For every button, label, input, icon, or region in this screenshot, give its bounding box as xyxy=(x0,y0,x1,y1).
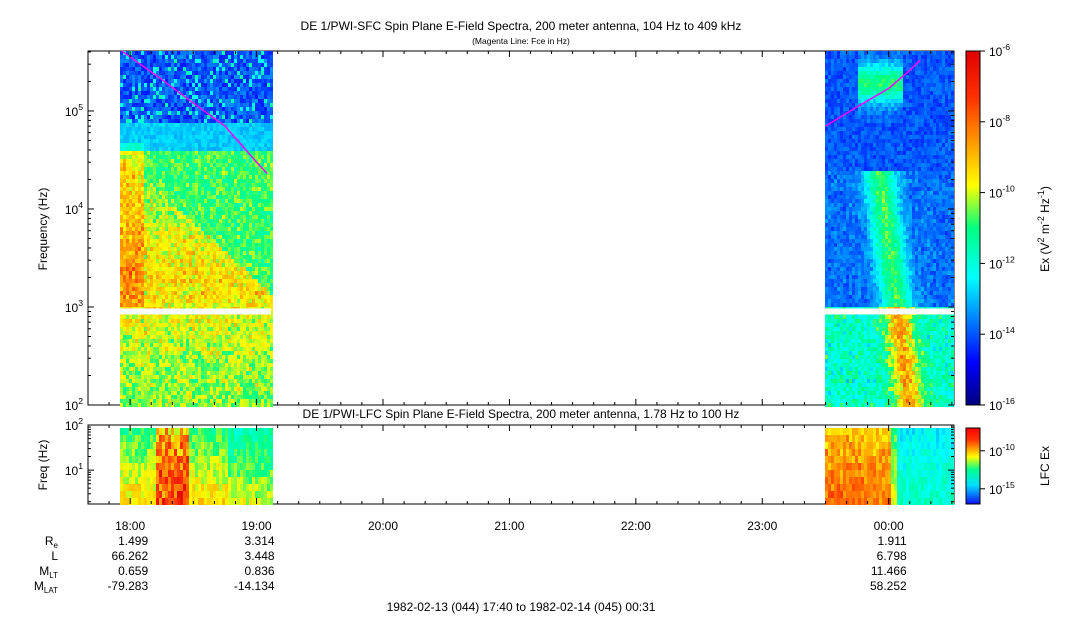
sfc-y-axis: 102 103 104 105 xyxy=(65,51,954,413)
x-tick-label: 23:00 xyxy=(747,519,777,533)
top-panel-subtitle: (Magenta Line: Fce in Hz) xyxy=(472,36,570,46)
sfc-y-tick-label: 104 xyxy=(65,200,83,217)
sfc-colorbar-ticks: 10-6 10-8 10-10 10-12 10-14 10-16 xyxy=(980,42,1015,413)
time-axis: 18:00 19:00 20:00 21:00 22:00 23:00 00:00 xyxy=(87,51,953,533)
sfc-data-layer xyxy=(120,51,954,407)
sfc-colorbar-label: Ex (V2 m-2 Hz-1) xyxy=(1036,186,1052,272)
fce-overlay-line xyxy=(121,50,921,175)
ephemeris-value: 6.798 xyxy=(877,549,907,563)
lfc-data-layer xyxy=(120,428,954,505)
ephemeris-table: Re 1.499 3.314 1.911 L 66.262 3.448 6.798 MLT 0.6… xyxy=(34,534,907,595)
ephemeris-value: 0.659 xyxy=(118,564,148,578)
ephemeris-value: 0.836 xyxy=(245,564,275,578)
sfc-spectrogram-panel: 102 103 104 105 Frequency (Hz) xyxy=(36,50,955,413)
sfc-colorbar-tick-label: 10-8 xyxy=(989,113,1010,130)
sfc-y-tick-label: 102 xyxy=(65,396,83,413)
sfc-colorbar-tick-label: 10-6 xyxy=(989,42,1010,59)
top-panel-title: DE 1/PWI-SFC Spin Plane E-Field Spectra,… xyxy=(301,19,742,33)
sfc-colorbar-scale xyxy=(965,50,981,406)
ephemeris-value: 11.466 xyxy=(871,564,907,578)
ephemeris-value: -79.283 xyxy=(107,579,148,593)
ephemeris-value: 3.314 xyxy=(245,534,275,548)
sfc-colorbar-tick-label: 10-12 xyxy=(989,254,1015,271)
lfc-y-tick-label: 101 xyxy=(65,461,83,478)
bottom-panel-title: DE 1/PWI-LFC Spin Plane E-Field Spectra,… xyxy=(303,407,740,421)
sfc-colorbar-tick-label: 10-16 xyxy=(989,396,1015,413)
x-tick-label: 22:00 xyxy=(621,519,651,533)
ephemeris-value: 1.499 xyxy=(118,534,148,548)
x-tick-label: 21:00 xyxy=(494,519,524,533)
x-tick-label: 20:00 xyxy=(368,519,398,533)
ephemeris-row-label: L xyxy=(51,549,58,563)
sfc-colorbar-tick-label: 10-14 xyxy=(989,325,1015,342)
lfc-colorbar-label: LFC Ex xyxy=(1038,446,1052,486)
lfc-y-axis: 101 102 xyxy=(65,416,954,503)
ephemeris-value: 66.262 xyxy=(111,549,148,563)
lfc-colorbar-scale xyxy=(965,427,981,505)
ephemeris-value: 58.252 xyxy=(870,579,907,593)
lfc-colorbar: 10-10 10-15 LFC Ex xyxy=(965,427,1052,505)
band-gap xyxy=(120,308,271,315)
lfc-y-axis-label: Freq (Hz) xyxy=(36,440,50,491)
lfc-colorbar-tick-label: 10-15 xyxy=(989,480,1015,497)
fce-line-segment-1 xyxy=(121,50,268,175)
lfc-colorbar-tick-label: 10-10 xyxy=(989,442,1015,459)
lfc-spectrogram-panel: 101 102 Freq (Hz) xyxy=(36,416,955,505)
sfc-colorbar-tick-label: 10-10 xyxy=(989,184,1015,201)
x-tick-label: 19:00 xyxy=(242,519,272,533)
sfc-y-tick-label: 105 xyxy=(65,102,83,119)
x-tick-label: 18:00 xyxy=(115,519,145,533)
lfc-y-tick-label: 102 xyxy=(65,416,83,433)
ephemeris-value: 1.911 xyxy=(878,534,907,548)
band-gap xyxy=(825,308,954,315)
lfc-colorbar-ticks: 10-10 10-15 xyxy=(980,442,1015,497)
fce-line-segment-2 xyxy=(825,59,921,127)
ephemeris-value: 3.448 xyxy=(245,549,275,563)
ephemeris-row-label: MLT xyxy=(39,564,58,580)
ephemeris-row-label: Re xyxy=(45,534,59,550)
x-tick-label: 00:00 xyxy=(874,519,904,533)
sfc-y-axis-label: Frequency (Hz) xyxy=(36,188,50,271)
ephemeris-value: -14.134 xyxy=(234,579,275,593)
ephemeris-row-label: MLAT xyxy=(34,579,58,595)
sfc-colorbar: 10-6 10-8 10-10 10-12 10-14 10-16 Ex (V2 m-2 … xyxy=(965,42,1052,413)
sfc-y-tick-label: 103 xyxy=(65,298,83,315)
time-range-label: 1982-02-13 (044) 17:40 to 1982-02-14 (04… xyxy=(387,600,656,614)
